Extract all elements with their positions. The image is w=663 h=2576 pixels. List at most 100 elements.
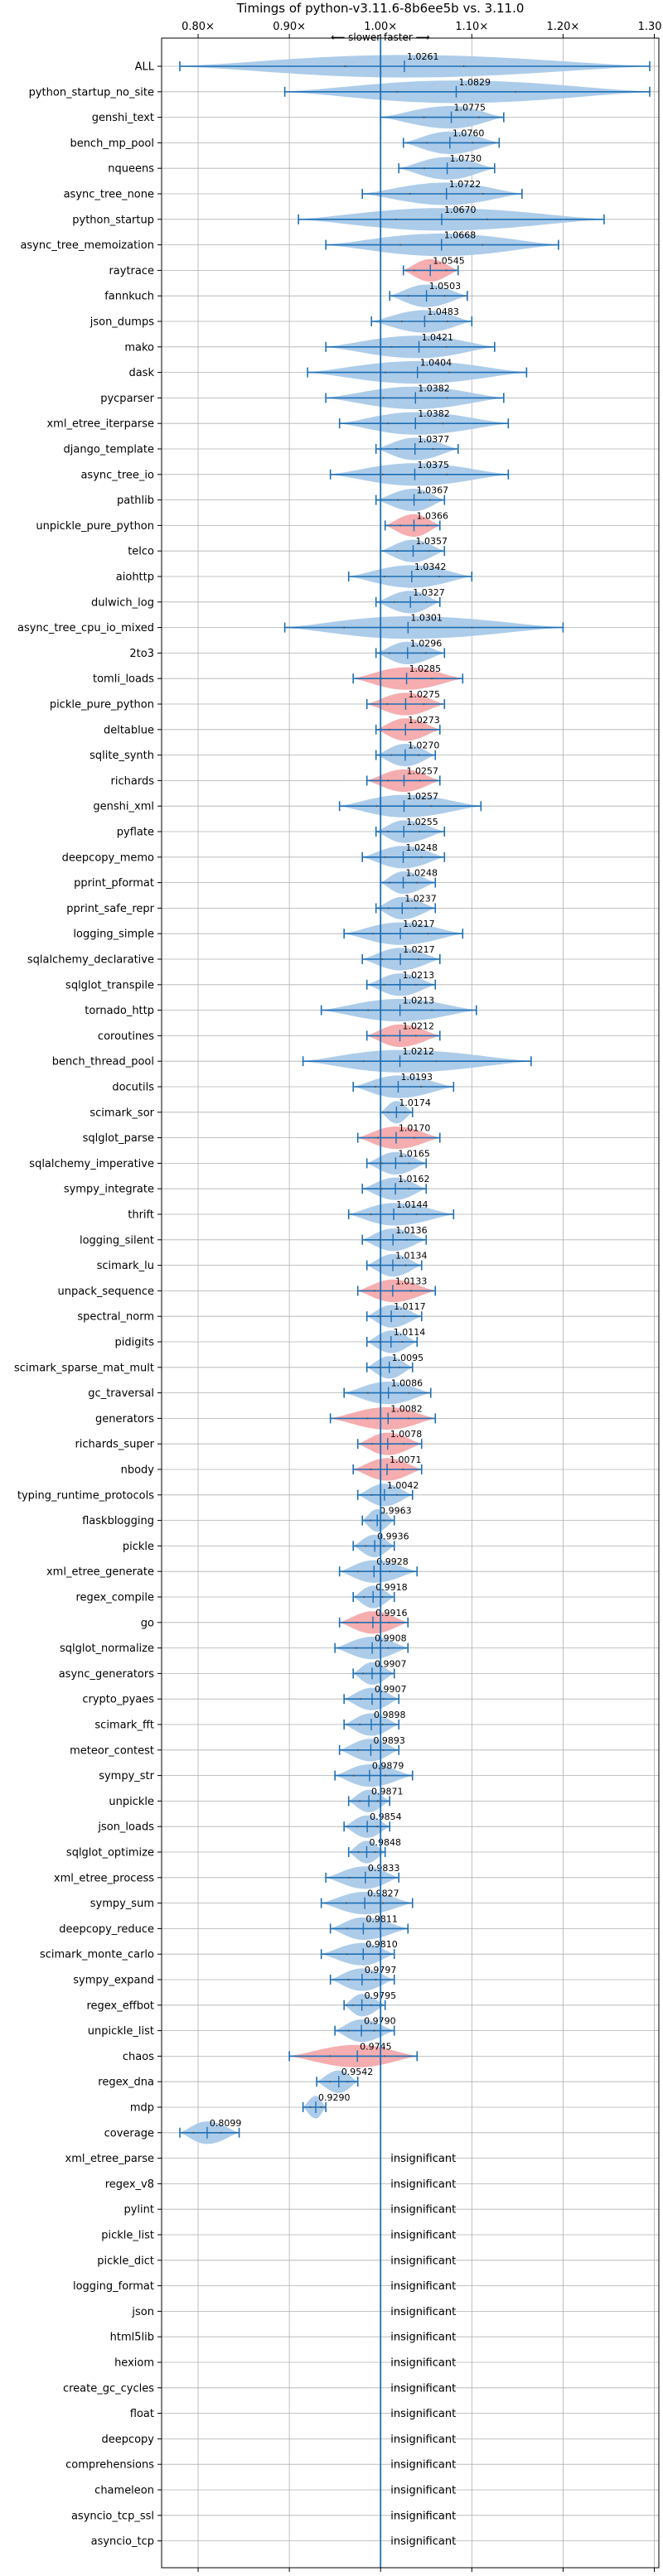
violin-quartile [381,1595,384,1599]
violin-value-label: 0.9542 [341,2067,374,2077]
violin-quartile [387,1111,390,1113]
insignificant-label: insignificant [390,2204,456,2217]
violin-value-label: 1.0257 [407,791,439,802]
violin-value-label: 1.0483 [427,306,459,317]
violin-quartile [414,983,418,986]
benchmark-label: unpickle [109,1796,154,1808]
violin-quartile [409,192,411,195]
violin-value-label: 1.0042 [387,1480,419,1491]
benchmark-label: hexiom [114,2357,154,2370]
benchmark-label: gc_traversal [88,1387,154,1400]
violin-value-label: 1.0248 [406,842,438,853]
violin-quartile [346,1927,349,1930]
violin-quartile [371,933,375,935]
violin-quartile [320,2106,322,2109]
benchmark-label: float [130,2408,154,2420]
violin-value-label: 0.9811 [365,1913,398,1924]
violin-value-label: 1.0078 [390,1429,423,1440]
violin-value-label: 0.9833 [368,1863,400,1874]
violin-quartile [418,958,420,961]
benchmark-label: pickle [123,1541,154,1553]
violin-quartile [359,1723,361,1726]
violin-quartile [396,550,399,552]
violin-value-label: 0.9745 [360,2041,392,2052]
violin-value-label: 1.0071 [390,1454,422,1465]
violin-quartile [423,167,426,170]
benchmark-label: unpickle_list [88,2025,154,2038]
violin-quartile [471,626,473,629]
benchmark-label: generators [95,1413,154,1425]
violin-value-label: 1.0114 [394,1327,426,1338]
violin-quartile [383,983,385,986]
benchmark-label: sympy_sum [90,1898,154,1910]
violin-quartile [408,1188,410,1190]
violin-value-label: 1.0775 [454,103,486,113]
benchmark-label: richards_super [75,1439,154,1451]
violin-quartile [387,907,390,909]
violin-quartile [356,1826,359,1828]
violin-quartile [328,2081,331,2083]
plot-frame [161,37,660,2569]
violin-quartile [390,345,393,348]
violins: 1.0261 1.0829 1.0775 1.0760 1.0730 1.0722 1.06… [179,38,651,2568]
benchmark-label: json [131,2306,154,2318]
violin-quartile [395,90,399,93]
violin-quartile [381,473,385,475]
violin-quartile [358,1800,361,1802]
violin-quartile [389,1570,391,1573]
violin-value-label: 0.9854 [370,1811,402,1822]
violin-quartile [386,830,390,833]
violin-value-label: 1.0327 [413,587,445,598]
benchmark-label: xml_etree_parse [65,2153,154,2165]
benchmark-label: sqlalchemy_declarative [27,954,154,967]
violin-value-label: 0.9871 [371,1786,404,1797]
violin-quartile [414,1035,417,1037]
violin-value-label: 1.0261 [407,51,438,62]
violin-value-label: 1.0342 [414,562,447,572]
violin-value-label: 0.9918 [375,1582,408,1593]
violin-quartile [385,1774,387,1777]
benchmark-label: deepcopy_memo [62,851,154,864]
violin-quartile [428,499,431,501]
violin-quartile [385,371,387,374]
violin-quartile [400,320,403,323]
violin-quartile [423,702,425,706]
benchmark-label: spectral_norm [77,1311,154,1324]
violin-quartile [382,1749,385,1751]
insignificant-label: insignificant [390,2306,456,2318]
violin-quartile [420,728,423,731]
violin-quartile [388,652,390,654]
violin-quartile [419,830,421,833]
chart-title: Timings of python-v3.11.6-8b6ee5b vs. 3.… [236,1,525,16]
benchmark-label: pickle_dict [97,2255,154,2267]
violin-quartile [346,1953,349,1956]
benchmark-label: async_tree_none [64,189,154,201]
violin-quartile [388,1621,390,1623]
violin-quartile [381,1723,384,1726]
violin-quartile [409,1290,412,1292]
benchmark-label: sqlalchemy_imperative [29,1158,154,1170]
insignificant-label: insignificant [390,2535,456,2548]
benchmark-label: xml_etree_generate [46,1566,154,1579]
violin-quartile [378,1927,380,1930]
violin-quartile [356,1570,360,1573]
benchmark-label: pyflate [117,827,154,839]
benchmark-label: pycparser [100,393,154,405]
violin-value-label: 1.0404 [420,358,452,369]
violin-quartile [418,754,420,756]
violin-quartile [344,65,346,68]
violin-value-label: 0.9893 [373,1735,405,1746]
violin-value-label: 1.0275 [408,689,440,700]
benchmark-label: xml_etree_iterparse [46,418,154,431]
violin-quartile [373,1290,375,1292]
benchmark-label: create_gc_cycles [63,2382,154,2395]
violin-quartile [398,1366,400,1368]
violin-value-label: 0.8099 [210,2118,242,2129]
violin-value-label: 0.9907 [375,1658,407,1669]
violin-value-label: 1.0366 [417,510,449,521]
violin-value-label: 1.0296 [410,638,443,649]
x-tick-label-top: 1.10× [455,21,488,33]
violin-quartile [407,295,409,297]
benchmark-label: meteor_contest [70,1744,154,1757]
violin-quartile [361,1672,365,1675]
